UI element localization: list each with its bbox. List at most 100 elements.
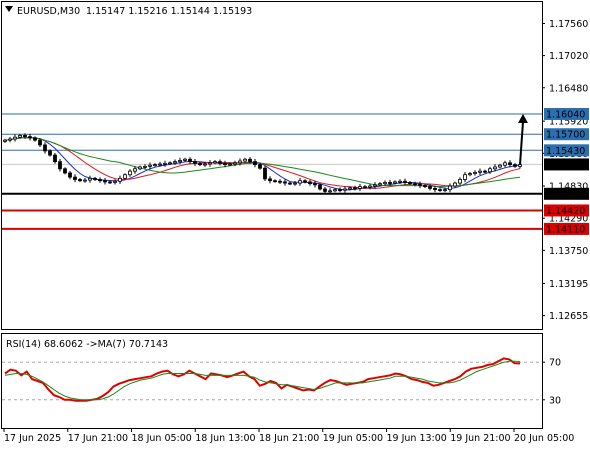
candle-body[interactable] (303, 180, 307, 183)
candle-body[interactable] (8, 138, 12, 141)
candle-body[interactable] (243, 158, 247, 162)
candle-body[interactable] (428, 186, 432, 189)
candle-body[interactable] (28, 136, 32, 139)
candle-body[interactable] (168, 162, 172, 165)
candle-body[interactable] (453, 182, 457, 187)
candle-body[interactable] (123, 174, 127, 179)
candle-body[interactable] (508, 162, 512, 166)
candle-body[interactable] (143, 165, 147, 168)
candle-body[interactable] (158, 163, 162, 166)
candle-body[interactable] (473, 171, 477, 174)
candle-body[interactable] (248, 158, 252, 163)
candle-body[interactable] (93, 177, 97, 180)
candle-body[interactable] (393, 181, 397, 184)
candle-body[interactable] (208, 162, 212, 165)
candle-body[interactable] (483, 170, 487, 173)
candle-body[interactable] (43, 144, 47, 152)
candle-body[interactable] (148, 164, 152, 167)
candle-body[interactable] (133, 168, 137, 172)
candle-body[interactable] (218, 161, 222, 164)
candle-body[interactable] (448, 185, 452, 191)
candle-body[interactable] (38, 139, 42, 146)
candle-body[interactable] (468, 173, 472, 176)
candle-body[interactable] (223, 163, 227, 166)
candle-body[interactable] (48, 150, 52, 156)
candle-body[interactable] (493, 166, 497, 170)
candle-body[interactable] (418, 183, 422, 186)
candle-body[interactable] (83, 179, 87, 182)
candle-body[interactable] (443, 189, 447, 192)
candle-body[interactable] (273, 180, 277, 183)
candle-body[interactable] (138, 166, 142, 170)
candle-body[interactable] (488, 168, 492, 173)
triangle-down-icon[interactable] (5, 6, 13, 12)
candle-body[interactable] (178, 160, 182, 163)
candle-body[interactable] (358, 186, 362, 189)
candle-body[interactable] (33, 137, 37, 141)
candle-body[interactable] (98, 179, 102, 182)
candle-body[interactable] (373, 184, 377, 187)
candle-body[interactable] (353, 187, 357, 190)
candle-body[interactable] (263, 167, 267, 180)
candle-body[interactable] (313, 183, 317, 186)
candle-body[interactable] (108, 181, 112, 184)
candle-body[interactable] (433, 188, 437, 191)
candle-body[interactable] (408, 182, 412, 185)
candle-body[interactable] (253, 161, 257, 166)
candle-body[interactable] (228, 163, 232, 166)
candle-body[interactable] (53, 154, 57, 163)
candle-body[interactable] (183, 158, 187, 161)
candle-body[interactable] (203, 163, 207, 166)
candle-body[interactable] (118, 177, 122, 182)
candle-body[interactable] (63, 168, 67, 174)
candle-body[interactable] (233, 162, 237, 165)
candle-body[interactable] (103, 180, 107, 183)
candle-body[interactable] (113, 180, 117, 183)
candle-body[interactable] (423, 185, 427, 188)
candle-body[interactable] (198, 163, 202, 166)
candle-body[interactable] (88, 177, 92, 181)
candle-body[interactable] (478, 170, 482, 173)
candle-body[interactable] (288, 182, 292, 185)
candle-body[interactable] (328, 190, 332, 193)
candle-body[interactable] (153, 164, 157, 167)
candle-body[interactable] (238, 160, 242, 164)
candle-body[interactable] (458, 179, 462, 184)
candle-body[interactable] (348, 187, 352, 190)
candle-body[interactable] (388, 182, 392, 184)
candle-body[interactable] (13, 136, 17, 140)
candle-body[interactable] (163, 163, 167, 165)
candle-body[interactable] (378, 183, 382, 186)
candle-body[interactable] (338, 189, 342, 192)
candle-body[interactable] (463, 174, 467, 180)
candle-body[interactable] (343, 188, 347, 191)
candle-body[interactable] (268, 178, 272, 182)
candle-body[interactable] (23, 135, 27, 138)
candle-body[interactable] (78, 179, 82, 182)
candle-body[interactable] (73, 176, 77, 180)
candle-body[interactable] (513, 164, 517, 167)
price-panel[interactable] (1, 1, 543, 330)
candle-body[interactable] (128, 170, 132, 176)
candle-body[interactable] (368, 185, 372, 188)
candle-body[interactable] (213, 161, 217, 164)
candle-body[interactable] (188, 158, 192, 163)
candle-body[interactable] (3, 139, 7, 142)
candle-body[interactable] (333, 189, 337, 192)
candle-body[interactable] (278, 180, 282, 183)
candle-body[interactable] (383, 182, 387, 185)
candle-body[interactable] (403, 180, 407, 183)
candle-body[interactable] (398, 180, 402, 183)
candle-body[interactable] (293, 182, 297, 185)
candle-body[interactable] (318, 184, 322, 190)
candle-body[interactable] (283, 181, 287, 184)
candle-body[interactable] (323, 188, 327, 192)
candle-body[interactable] (498, 164, 502, 168)
candle-body[interactable] (18, 135, 22, 138)
candle-body[interactable] (308, 181, 312, 185)
candle-body[interactable] (438, 189, 442, 192)
candle-body[interactable] (518, 164, 522, 167)
candle-body[interactable] (58, 161, 62, 170)
